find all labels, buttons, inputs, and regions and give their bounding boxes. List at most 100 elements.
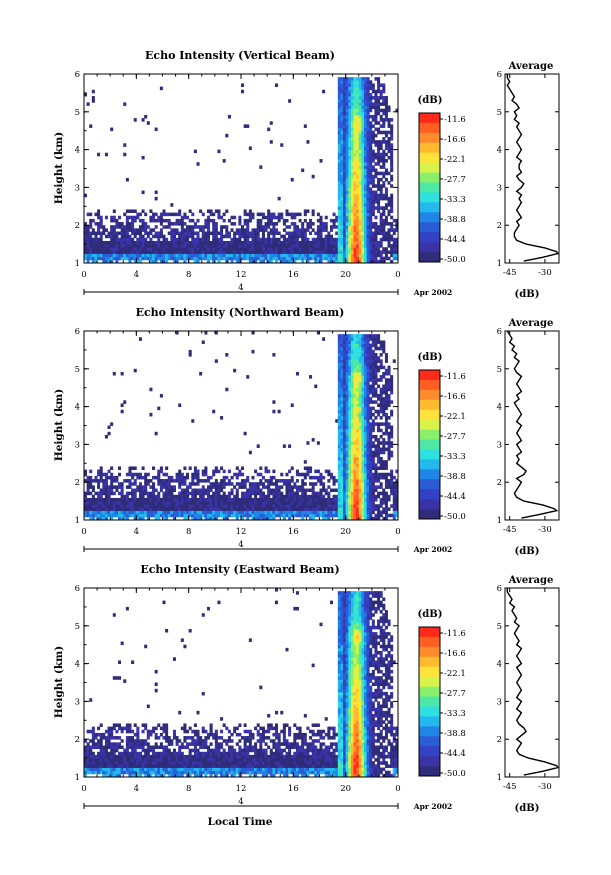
heatmap-cell	[369, 181, 373, 185]
heatmap-cell	[94, 234, 98, 239]
heatmap-cell	[358, 438, 362, 442]
heatmap-cell	[272, 475, 276, 480]
heatmap-cell	[238, 501, 242, 505]
heatmap-cell	[366, 406, 370, 411]
heatmap-cell	[204, 234, 208, 239]
heatmap-cell	[97, 501, 101, 505]
heatmap-cell	[377, 422, 381, 426]
heatmap-cell	[167, 510, 171, 515]
heatmap-cell	[348, 450, 352, 455]
heatmap-cell	[332, 225, 336, 229]
heatmap-cell	[395, 250, 399, 254]
heatmap-cell	[374, 450, 378, 455]
heatmap-cell	[350, 256, 354, 261]
heatmap-cell	[159, 222, 163, 226]
heatmap-cell	[290, 231, 294, 236]
heatmap-cell	[110, 482, 114, 486]
heatmap-cell	[165, 510, 169, 515]
heatmap-cell	[288, 99, 292, 103]
heatmap-cell	[343, 416, 347, 420]
heatmap-cell	[387, 387, 391, 392]
heatmap-cell	[337, 140, 341, 144]
heatmap-cell	[191, 510, 195, 515]
heatmap-cell	[256, 472, 260, 477]
heatmap-cell	[204, 222, 208, 226]
heatmap-cell	[350, 488, 354, 493]
heatmap-cell	[309, 256, 313, 261]
heatmap-cell	[259, 482, 263, 486]
heatmap-cell	[377, 447, 381, 452]
heatmap-cell	[175, 504, 179, 508]
heatmap-cell	[183, 228, 187, 232]
heatmap-cell	[259, 479, 263, 483]
heatmap-cell	[337, 137, 341, 141]
heatmap-cell	[251, 488, 255, 493]
heatmap-cell	[243, 482, 247, 486]
heatmap-cell	[363, 130, 367, 135]
heatmap-cell	[337, 409, 341, 414]
heatmap-cell	[233, 472, 237, 477]
heatmap-cell	[366, 431, 370, 436]
heatmap-cell	[167, 253, 171, 258]
heatmap-cell	[348, 209, 352, 213]
heatmap-cell	[387, 244, 391, 248]
heatmap-cell	[201, 247, 205, 251]
heatmap-cell	[361, 419, 365, 423]
heatmap-cell	[243, 240, 247, 245]
heatmap-cell	[301, 497, 305, 502]
heatmap-cell	[115, 259, 119, 264]
heatmap-cell	[374, 378, 378, 382]
heatmap-cell	[293, 244, 297, 248]
heatmap-cell	[382, 384, 386, 389]
heatmap-cell	[366, 416, 370, 420]
heatmap-cell	[395, 501, 399, 505]
heatmap-cell	[345, 488, 349, 493]
heatmap-cell	[222, 497, 226, 502]
heatmap-cell	[366, 203, 370, 207]
heatmap-cell	[152, 488, 156, 493]
heatmap-cell	[384, 215, 388, 220]
heatmap-cell	[243, 510, 247, 515]
heatmap-cell	[366, 253, 370, 258]
heatmap-cell	[340, 375, 344, 379]
heatmap-cell	[332, 488, 336, 493]
heatmap-cell	[379, 259, 383, 264]
heatmap-cell	[363, 428, 367, 433]
heatmap-cell	[379, 193, 383, 198]
heatmap-cell	[272, 353, 276, 357]
heatmap-cell	[165, 212, 169, 217]
heatmap-cell	[371, 225, 375, 229]
heatmap-cell	[196, 237, 200, 242]
heatmap-cell	[343, 168, 347, 173]
heatmap-cell	[361, 406, 365, 411]
heatmap-cell	[248, 146, 252, 150]
heatmap-cell	[377, 378, 381, 382]
heatmap-cell	[353, 356, 357, 360]
heatmap-cell	[353, 397, 357, 401]
heatmap-cell	[295, 488, 299, 493]
heatmap-cell	[172, 479, 176, 483]
heatmap-cell	[322, 256, 326, 261]
heatmap-cell	[233, 497, 237, 502]
heatmap-cell	[178, 504, 182, 508]
heatmap-cell	[256, 237, 260, 242]
heatmap-cell	[348, 114, 352, 119]
heatmap-cell	[86, 253, 90, 258]
colorbar-tick-label: -38.8	[444, 215, 466, 225]
heatmap-cell	[254, 247, 258, 251]
heatmap-cell	[225, 353, 229, 357]
heatmap-cell	[110, 250, 114, 254]
heatmap-cell	[154, 225, 158, 229]
heatmap-cell	[343, 127, 347, 132]
heatmap-cell	[196, 218, 200, 223]
heatmap-cell	[311, 507, 315, 511]
heatmap-cell	[316, 240, 320, 245]
heatmap-cell	[350, 460, 354, 464]
heatmap-cell	[136, 510, 140, 515]
heatmap-cell	[154, 259, 158, 264]
heatmap-cell	[269, 240, 273, 245]
heatmap-cell	[141, 118, 145, 122]
heatmap-cell	[379, 428, 383, 433]
heatmap-cell	[154, 234, 158, 239]
heatmap-cell	[363, 371, 367, 376]
